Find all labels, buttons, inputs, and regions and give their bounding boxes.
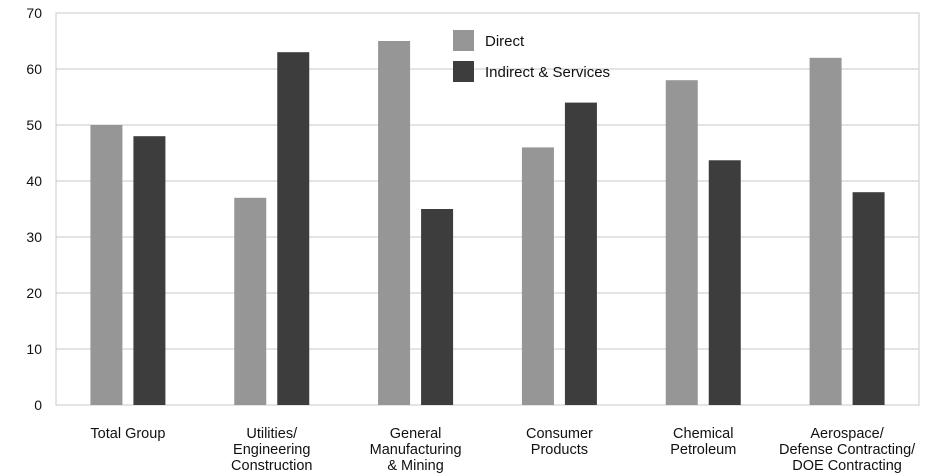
gridlines [55, 12, 920, 406]
legend-swatch [453, 61, 474, 82]
x-tick-label: Aerospace/ [810, 426, 884, 442]
x-axis: Total Group Utilities/EngineeringConstruc… [90, 426, 916, 474]
bars [90, 41, 885, 406]
legend-label: Indirect & Services [485, 64, 610, 81]
x-tick-label: Construction [231, 458, 312, 474]
y-tick-label: 30 [26, 229, 42, 245]
bar [809, 57, 842, 406]
x-tick-label: Defense Contracting/ [779, 442, 916, 458]
bar [665, 80, 698, 405]
x-tick-label: Engineering [233, 442, 310, 458]
plot-frame [55, 12, 920, 406]
bar [421, 209, 454, 405]
x-tick-label: DOE Contracting [792, 458, 902, 474]
legend-label: Direct [485, 33, 525, 50]
y-tick-label: 40 [26, 173, 42, 189]
x-tick-label: & Mining [387, 458, 443, 474]
x-tick-label: Total Group [90, 426, 165, 442]
x-tick-label: General [390, 426, 442, 442]
x-tick-label: Chemical [673, 426, 733, 442]
y-tick-label: 10 [26, 341, 42, 357]
bar [708, 160, 741, 405]
legend-swatch [453, 30, 474, 51]
legend: Direct Indirect & Services [453, 30, 610, 82]
y-axis: 0 10 20 30 40 50 60 70 [26, 5, 42, 413]
y-tick-label: 60 [26, 61, 42, 77]
x-tick-label: Utilities/ [246, 426, 298, 442]
bar [521, 147, 554, 405]
y-tick-label: 20 [26, 285, 42, 301]
bar [852, 192, 885, 405]
x-tick-label: Manufacturing [370, 442, 462, 458]
y-tick-label: 50 [26, 117, 42, 133]
bar [277, 52, 310, 405]
bar [564, 102, 597, 405]
x-tick-label: Petroleum [670, 442, 736, 458]
y-tick-label: 0 [34, 397, 42, 413]
bar [90, 125, 123, 405]
bar [234, 197, 267, 405]
x-tick-label: Consumer [526, 426, 593, 442]
bar [378, 41, 411, 405]
y-tick-label: 70 [26, 5, 42, 21]
bar [133, 136, 166, 405]
x-tick-label: Products [531, 442, 588, 458]
